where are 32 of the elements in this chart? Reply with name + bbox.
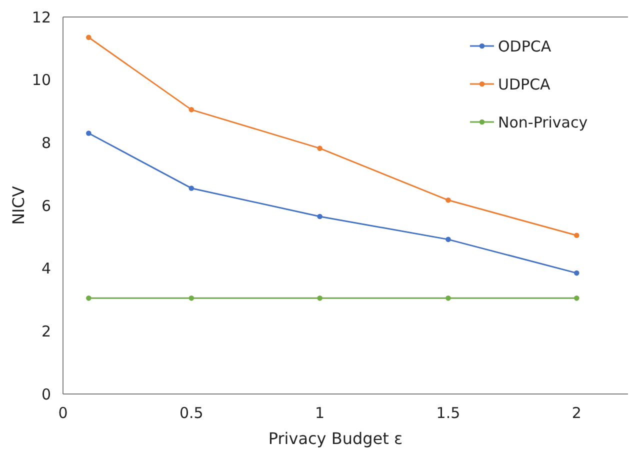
point xyxy=(574,232,580,238)
point xyxy=(574,296,580,301)
y-axis-title: NICV xyxy=(9,186,28,225)
x-tick-label: 1.5 xyxy=(436,404,460,422)
point xyxy=(86,130,92,136)
y-tick-label: 0 xyxy=(41,385,51,404)
y-tick-label: 12 xyxy=(32,8,51,26)
point xyxy=(446,296,451,301)
point xyxy=(317,146,322,151)
point xyxy=(188,296,194,301)
y-tick-label: 10 xyxy=(32,71,51,90)
x-tick-label: 1 xyxy=(315,404,325,422)
legend-label: Non-Privacy xyxy=(498,113,588,132)
point xyxy=(188,107,194,112)
point xyxy=(317,296,322,301)
point xyxy=(86,296,92,301)
y-tick-label: 8 xyxy=(41,134,51,152)
y-tick-label: 2 xyxy=(41,322,51,340)
legend-label: UDPCA xyxy=(498,75,552,94)
x-tick-label: 2 xyxy=(572,404,582,422)
point xyxy=(317,214,322,220)
point xyxy=(86,34,92,40)
legend-label: ODPCA xyxy=(498,37,552,56)
point xyxy=(446,198,451,203)
x-tick-label: 0.5 xyxy=(179,404,204,422)
x-tick-label: 0 xyxy=(58,404,68,422)
y-tick-label: 6 xyxy=(41,196,51,215)
x-axis-title: Privacy Budget ε xyxy=(268,429,403,448)
point xyxy=(188,186,194,191)
point xyxy=(446,236,451,242)
point xyxy=(574,270,580,276)
y-tick-label: 4 xyxy=(41,260,51,278)
